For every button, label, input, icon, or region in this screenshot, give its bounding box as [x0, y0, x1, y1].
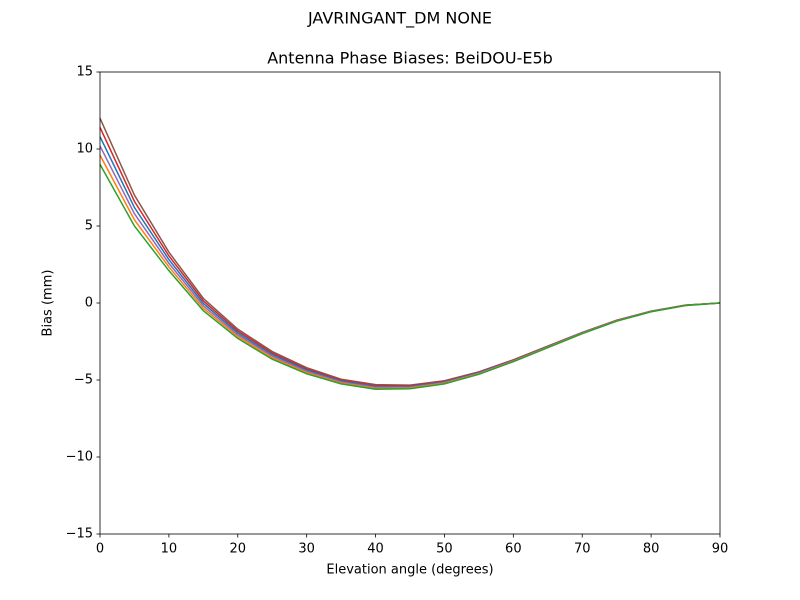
- x-tick-label: 30: [298, 542, 315, 557]
- series-line: [99, 145, 721, 389]
- x-tick-label: 70: [574, 542, 591, 557]
- x-tick-label: 0: [96, 542, 104, 557]
- y-tick-label: 15: [76, 65, 93, 80]
- x-tick-label: 40: [367, 542, 384, 557]
- x-tick-label: 50: [436, 542, 453, 557]
- chart-suptitle: JAVRINGANT_DM NONE: [307, 9, 492, 29]
- y-tick-label: 10: [76, 142, 93, 157]
- y-tick-label: −10: [66, 450, 93, 465]
- x-tick-label: 80: [643, 542, 660, 557]
- x-axis-label: Elevation angle (degrees): [326, 563, 493, 578]
- series-line: [99, 136, 721, 388]
- series-line: [99, 127, 721, 387]
- chart-title: Antenna Phase Biases: BeiDOU-E5b: [267, 49, 553, 68]
- series-line: [99, 154, 721, 390]
- y-tick-label: 5: [85, 219, 93, 234]
- y-tick-label: −15: [66, 527, 93, 542]
- x-tick-label: 60: [505, 542, 522, 557]
- y-axis-label: Bias (mm): [41, 270, 56, 337]
- y-tick-label: 0: [85, 296, 93, 311]
- plot-frame: [99, 71, 721, 535]
- series-line: [99, 164, 721, 390]
- x-tick-label: 20: [230, 542, 247, 557]
- y-tick-label: −5: [74, 373, 93, 388]
- x-tick-label: 10: [161, 542, 178, 557]
- x-tick-label: 90: [712, 542, 729, 557]
- series-line: [99, 117, 721, 386]
